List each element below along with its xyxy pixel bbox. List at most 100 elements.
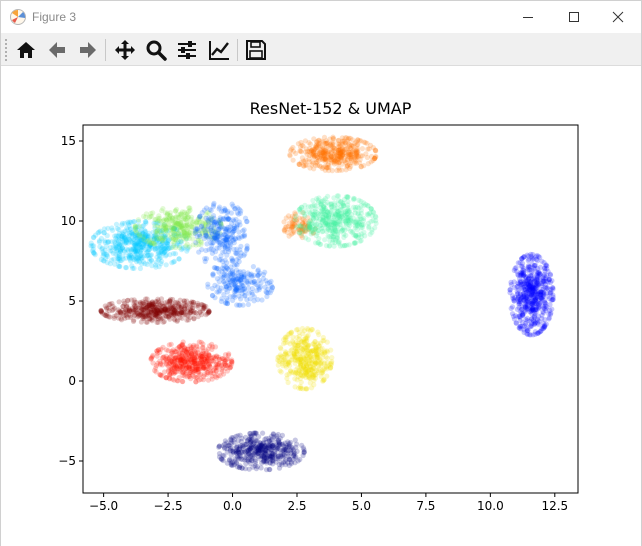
figure-canvas[interactable]: ResNet-152 & UMAP −5.0 −2.5 0.0 2.5 5.0 7.5 10… [1, 66, 641, 546]
pan-button[interactable] [112, 37, 138, 63]
data-point [205, 281, 211, 287]
data-point [174, 221, 180, 227]
data-point [109, 248, 115, 254]
data-point [138, 237, 144, 244]
data-point [167, 305, 173, 311]
data-point [131, 244, 137, 250]
configure-subplots-button[interactable] [174, 37, 200, 63]
data-point [205, 222, 212, 228]
data-point [219, 208, 225, 214]
data-point [165, 211, 171, 218]
maximize-button[interactable] [551, 1, 597, 33]
data-point [230, 271, 236, 278]
data-point [184, 302, 190, 308]
data-point [206, 217, 212, 223]
data-point [128, 255, 135, 261]
data-point [178, 222, 184, 228]
close-button[interactable] [595, 1, 641, 33]
data-point [158, 248, 165, 254]
data-point [122, 228, 128, 234]
home-button[interactable] [13, 37, 39, 63]
data-point [164, 246, 171, 252]
data-point [520, 311, 526, 317]
data-point [158, 218, 164, 225]
x-tick-label: −5.0 [89, 499, 118, 513]
data-point [138, 319, 144, 325]
data-point [234, 276, 240, 282]
data-point [244, 243, 250, 249]
minimize-button[interactable] [505, 1, 551, 33]
data-point [196, 232, 202, 238]
toolbar-grip[interactable] [5, 39, 10, 61]
data-point [184, 219, 190, 225]
data-point [212, 230, 218, 236]
data-point [171, 241, 177, 247]
data-point [198, 339, 204, 345]
data-point [299, 358, 305, 364]
zoom-button[interactable] [143, 37, 169, 63]
data-point [164, 225, 170, 231]
data-point [353, 219, 359, 225]
data-point [204, 358, 210, 364]
data-point [189, 224, 195, 230]
data-point [159, 241, 165, 247]
data-point [241, 233, 248, 239]
data-point [197, 360, 203, 366]
data-point [134, 232, 140, 238]
data-point [217, 233, 223, 239]
data-point [196, 249, 202, 255]
data-point [92, 252, 98, 258]
data-point [165, 241, 171, 247]
data-point [105, 225, 111, 231]
data-point [298, 139, 304, 146]
data-point [170, 215, 176, 221]
data-point [132, 242, 138, 248]
edit-axis-button[interactable] [206, 37, 232, 63]
back-button[interactable] [44, 37, 70, 63]
forward-button[interactable] [75, 37, 101, 63]
data-point [158, 307, 164, 313]
data-point [175, 225, 182, 231]
data-point [160, 354, 166, 360]
data-point [190, 347, 196, 353]
data-point [223, 228, 229, 234]
data-point [183, 243, 189, 249]
data-point [128, 253, 134, 259]
data-point [154, 348, 160, 354]
data-point [230, 203, 236, 209]
data-point [174, 237, 180, 243]
data-point [138, 250, 144, 257]
data-point [171, 311, 177, 317]
data-point [179, 223, 185, 229]
data-point [128, 219, 134, 225]
data-point [137, 237, 144, 243]
data-point [123, 250, 129, 256]
data-point [221, 371, 227, 377]
data-point [153, 262, 159, 268]
data-point [550, 286, 556, 292]
data-point [202, 230, 208, 236]
data-point [185, 309, 191, 315]
data-point [223, 272, 229, 278]
data-point [317, 358, 323, 364]
data-point [115, 240, 121, 246]
data-point [140, 235, 146, 241]
series-2-cluster-1 [205, 262, 276, 308]
data-point [513, 264, 519, 271]
data-point [142, 219, 148, 225]
data-point [216, 237, 222, 243]
data-point [244, 278, 250, 284]
title-bar[interactable]: Figure 3 [1, 1, 641, 33]
data-point [139, 223, 145, 229]
data-point [188, 346, 194, 352]
data-point [175, 233, 181, 240]
data-point [98, 256, 104, 263]
data-point [241, 274, 247, 280]
scatter-chart[interactable]: ResNet-152 & UMAP −5.0 −2.5 0.0 2.5 5.0 7.5 10… [1, 66, 641, 546]
data-point [190, 356, 196, 362]
data-point [209, 358, 215, 364]
data-point [218, 257, 224, 263]
data-point [169, 305, 175, 311]
data-point [222, 239, 228, 245]
save-button[interactable] [243, 37, 269, 63]
